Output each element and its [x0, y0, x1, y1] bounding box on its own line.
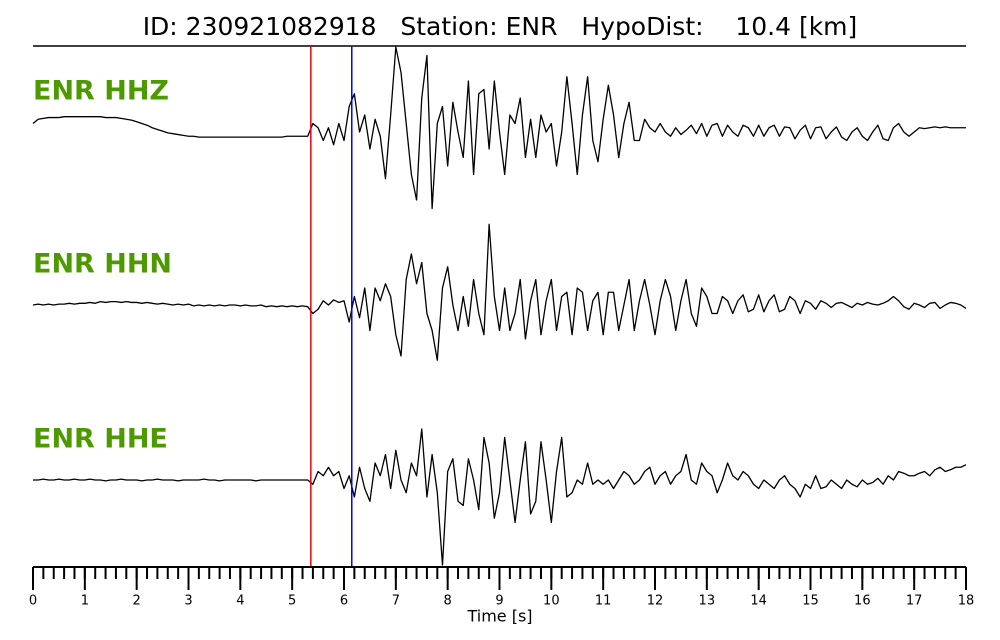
waveform — [32, 223, 967, 361]
trace-label: ENR HHZ — [33, 76, 169, 107]
x-tick-label: 7 — [392, 594, 400, 609]
trace-label: ENR HHN — [33, 249, 172, 280]
x-tick-label: 3 — [184, 594, 192, 609]
x-tick-label: 16 — [854, 594, 871, 609]
x-axis-label: Time [s] — [466, 607, 532, 626]
x-tick-label: 9 — [495, 594, 503, 609]
waveform — [32, 46, 966, 210]
x-tick-label: 6 — [340, 594, 348, 609]
chart-title: ID: 230921082918 Station: ENR HypoDist: … — [143, 12, 858, 41]
x-tick-label: 18 — [958, 594, 975, 609]
trace-label: ENR HHE — [33, 424, 168, 455]
x-tick-label: 8 — [444, 594, 452, 609]
x-tick-label: 12 — [647, 594, 664, 609]
x-tick-label: 17 — [906, 594, 923, 609]
x-tick-label: 11 — [595, 594, 612, 609]
x-tick-label: 4 — [236, 594, 244, 609]
x-tick-label: 5 — [288, 594, 296, 609]
x-tick-label: 1 — [81, 594, 89, 609]
x-tick-label: 13 — [699, 594, 716, 609]
waveform — [33, 428, 967, 566]
x-tick-label: 10 — [543, 594, 560, 609]
x-tick-label: 2 — [133, 594, 141, 609]
x-tick-label: 14 — [750, 594, 767, 609]
x-tick-label: 15 — [802, 594, 819, 609]
x-tick-label: 0 — [29, 594, 37, 609]
